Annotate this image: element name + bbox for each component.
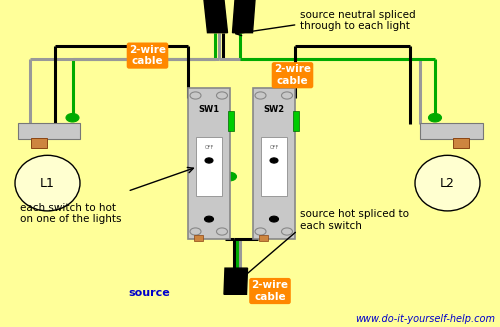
Text: OFF: OFF xyxy=(204,145,214,150)
FancyBboxPatch shape xyxy=(228,111,234,131)
Text: 2-wire
cable: 2-wire cable xyxy=(252,280,288,302)
FancyBboxPatch shape xyxy=(188,88,230,239)
Circle shape xyxy=(66,113,79,122)
Text: SW1: SW1 xyxy=(198,105,220,114)
FancyBboxPatch shape xyxy=(18,123,80,139)
Polygon shape xyxy=(232,0,255,33)
Ellipse shape xyxy=(15,155,80,211)
Text: source: source xyxy=(128,288,170,298)
FancyBboxPatch shape xyxy=(194,235,202,241)
FancyBboxPatch shape xyxy=(261,137,287,196)
Circle shape xyxy=(205,158,213,163)
Circle shape xyxy=(255,228,266,235)
FancyBboxPatch shape xyxy=(452,138,468,148)
Text: source neutral spliced
through to each light: source neutral spliced through to each l… xyxy=(300,10,416,31)
Circle shape xyxy=(204,216,214,222)
Text: L1: L1 xyxy=(40,177,55,190)
Text: OFF: OFF xyxy=(270,145,278,150)
Text: L2: L2 xyxy=(440,177,455,190)
Circle shape xyxy=(282,228,292,235)
Text: source hot spliced to
each switch: source hot spliced to each switch xyxy=(300,209,409,231)
Circle shape xyxy=(190,228,201,235)
FancyBboxPatch shape xyxy=(258,235,268,241)
Text: SW2: SW2 xyxy=(263,105,284,114)
Text: 2-wire
cable: 2-wire cable xyxy=(129,45,166,66)
Circle shape xyxy=(216,228,228,235)
FancyBboxPatch shape xyxy=(420,123,482,139)
Circle shape xyxy=(270,158,278,163)
Circle shape xyxy=(282,92,292,99)
Circle shape xyxy=(270,216,278,222)
Circle shape xyxy=(428,113,442,122)
Circle shape xyxy=(255,92,266,99)
Text: www.do-it-yourself-help.com: www.do-it-yourself-help.com xyxy=(355,314,495,324)
FancyBboxPatch shape xyxy=(196,137,222,196)
FancyBboxPatch shape xyxy=(252,88,295,239)
Circle shape xyxy=(216,92,228,99)
Polygon shape xyxy=(204,0,228,33)
Text: 2-wire
cable: 2-wire cable xyxy=(274,64,311,86)
FancyBboxPatch shape xyxy=(31,138,47,148)
Ellipse shape xyxy=(415,155,480,211)
Circle shape xyxy=(224,172,236,181)
Polygon shape xyxy=(224,268,248,294)
FancyBboxPatch shape xyxy=(292,111,298,131)
Circle shape xyxy=(190,92,201,99)
Text: each switch to hot
on one of the lights: each switch to hot on one of the lights xyxy=(20,203,122,224)
